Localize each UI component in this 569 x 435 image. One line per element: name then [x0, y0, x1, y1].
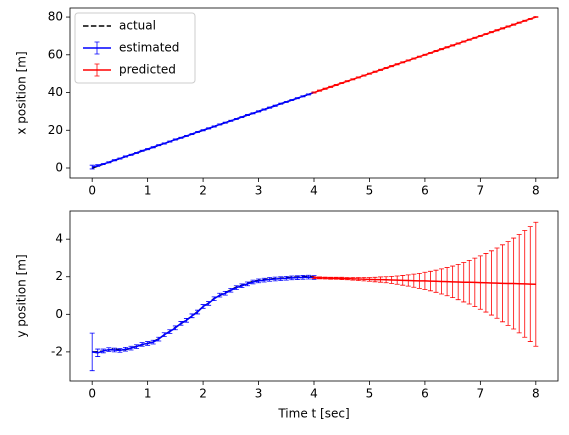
- legend-label: estimated: [119, 41, 179, 55]
- series-line: [92, 276, 315, 354]
- y-tick-label: 0: [55, 161, 63, 175]
- x-tick-label: 7: [477, 387, 485, 401]
- x-tick-label: 1: [144, 184, 152, 198]
- y-tick-label: 4: [55, 232, 63, 246]
- y-tick-label: 40: [48, 85, 63, 99]
- y-tick-label: 60: [48, 47, 63, 61]
- legend-box: [74, 12, 196, 84]
- legend-errorbar: [94, 63, 100, 77]
- x-tick-label: 8: [532, 184, 540, 198]
- legend-label: predicted: [119, 63, 176, 77]
- plot-frame: [69, 210, 559, 382]
- x-tick-label: 0: [88, 387, 96, 401]
- x-tick-label: 5: [366, 387, 374, 401]
- x-tick-label: 4: [310, 387, 318, 401]
- y-tick-label: -2: [51, 344, 63, 358]
- legend-errorbar: [94, 41, 100, 55]
- y-tick-label: 0: [55, 307, 63, 321]
- legend-label: actual: [119, 19, 156, 33]
- error-bar: [89, 332, 95, 372]
- x-tick-label: 2: [199, 184, 207, 198]
- x-tick-label: 3: [255, 387, 263, 401]
- x-tick-label: 5: [366, 184, 374, 198]
- x-tick-label: 2: [199, 387, 207, 401]
- series-line: [313, 16, 537, 94]
- x-tick-label: 1: [144, 387, 152, 401]
- x-tick-label: 8: [532, 387, 540, 401]
- y-tick-label: 80: [48, 10, 63, 24]
- x-tick-label: 3: [255, 184, 263, 198]
- x-tick-label: 7: [477, 184, 485, 198]
- y-axis-label: y position [m]: [15, 254, 29, 337]
- series-line: [92, 275, 315, 353]
- y-tick-label: 2: [55, 269, 63, 283]
- y-axis-label: x position [m]: [15, 51, 29, 134]
- y-tick-label: 20: [48, 123, 63, 137]
- series-line: [91, 91, 315, 168]
- series-line: [313, 276, 536, 286]
- x-tick-label: 6: [421, 184, 429, 198]
- x-axis-label: Time t [sec]: [277, 407, 349, 421]
- x-tick-label: 6: [421, 387, 429, 401]
- x-tick-label: 4: [310, 184, 318, 198]
- x-tick-label: 0: [88, 184, 96, 198]
